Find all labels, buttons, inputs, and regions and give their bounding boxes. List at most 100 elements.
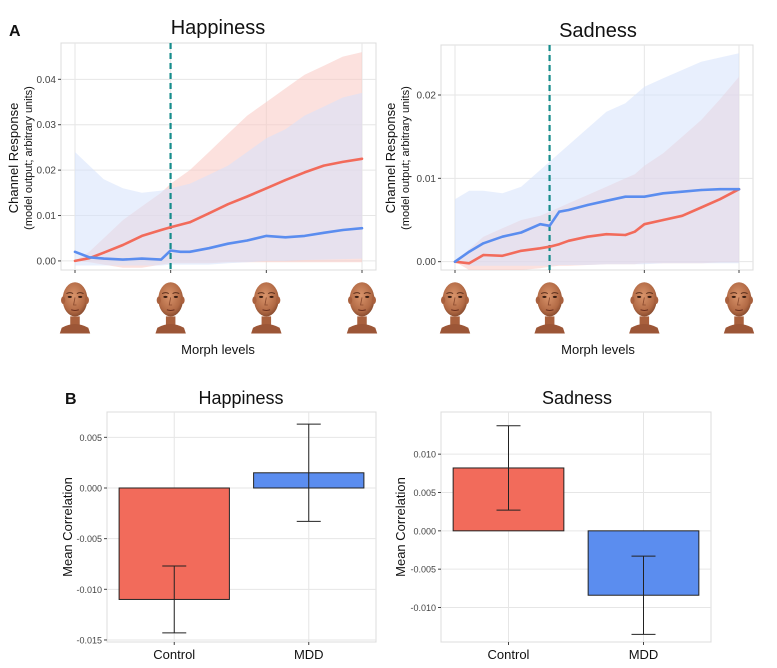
chart-a-happiness-ytick-label: 0.03 xyxy=(37,120,57,131)
chart-a-sadness-red-point xyxy=(548,245,551,248)
chart-a-happiness-red-point xyxy=(303,171,306,174)
chart-a-happiness-red-point xyxy=(341,160,344,164)
chart-a-sadness-red-point xyxy=(539,247,542,250)
chart-a-sadness-blue-line xyxy=(453,187,741,264)
panel-label-b: B xyxy=(65,391,77,408)
chart-a-sadness-blue-point xyxy=(567,208,570,212)
chart-b-happiness-ytick-label: -0.015 xyxy=(76,635,102,645)
chart-a-sadness-blue-point xyxy=(718,188,722,191)
chart-a-happiness-blue-point xyxy=(121,258,125,261)
chart-a-sadness-red-point xyxy=(501,254,504,257)
chart-a-sadness-red-point xyxy=(558,243,561,246)
chart-a-happiness-blue-point xyxy=(102,257,105,260)
chart-a-happiness-red-point xyxy=(226,203,230,206)
chart-a-happiness-red-point xyxy=(140,234,143,238)
chart-a-sadness-blue-point xyxy=(700,188,703,192)
chart-a-happiness: Happiness Channel Response (model output… xyxy=(6,17,378,357)
chart-a-happiness-blue-point xyxy=(226,242,230,245)
chart-a-happiness-blue-point xyxy=(169,249,172,252)
chart-a-sadness-blue-point xyxy=(681,190,684,193)
chart-a-sadness-blue-point xyxy=(468,250,471,253)
panel-label-a: A xyxy=(9,23,21,40)
chart-a-sadness-red-point xyxy=(643,223,646,226)
chart-a-happiness-ytick-label: 0.00 xyxy=(37,256,57,267)
chart-a-happiness-red-point xyxy=(102,251,105,254)
chart-a-sadness-ylabel: Channel Response xyxy=(383,103,398,214)
face-icon xyxy=(250,281,283,334)
chart-a-happiness-blue-point xyxy=(360,227,364,230)
chart-a-happiness-blue-point xyxy=(73,250,77,253)
chart-a-sadness-red-point xyxy=(633,230,636,233)
face-icon xyxy=(154,281,187,334)
chart-a-sadness-blue-point xyxy=(539,223,542,226)
chart-a-sadness-blue-ribbon xyxy=(455,53,739,266)
chart-b-happiness-xtick-label: MDD xyxy=(294,647,324,662)
chart-a-happiness-ytick-label: 0.02 xyxy=(37,166,57,177)
chart-a-sadness-red-point xyxy=(567,239,570,242)
chart-a-sadness-xlabel: Morph levels xyxy=(561,342,635,357)
chart-a-sadness-title: Sadness xyxy=(559,20,637,42)
chart-b-sadness-ytick-label: -0.010 xyxy=(410,603,436,613)
chart-a-happiness-blue-point xyxy=(207,247,211,250)
chart-a-happiness-blue-point xyxy=(246,239,249,242)
chart-a-happiness-xlabel: Morph levels xyxy=(181,342,255,357)
chart-a-sadness-red-point xyxy=(681,214,684,217)
chart-b-sadness-ytick-label: 0.005 xyxy=(413,488,436,498)
chart-b-happiness-title: Happiness xyxy=(198,388,283,408)
chart-a-sadness-ytick-label: 0.01 xyxy=(417,174,437,185)
chart-a-sadness-ytick-label: 0.02 xyxy=(417,91,437,102)
chart-a-sadness-red-point xyxy=(605,233,608,236)
chart-b-sadness-xtick-label: MDD xyxy=(629,647,659,662)
chart-a-sadness-blue-point xyxy=(482,242,485,245)
chart-a-happiness-red-point xyxy=(284,179,287,182)
chart-a-sadness-blue-point xyxy=(548,224,551,227)
chart-a-happiness-blue-point xyxy=(284,236,287,239)
chart-a-sadness-ytick-label: 0.00 xyxy=(417,257,437,268)
chart-a-sadness-blue-point xyxy=(520,231,523,234)
chart-a-happiness-blue-ribbon xyxy=(75,92,362,266)
chart-a-happiness-title: Happiness xyxy=(171,17,266,39)
chart-a-happiness-red-point xyxy=(121,243,125,247)
chart-a-sadness-blue-point xyxy=(453,260,457,263)
face-icon xyxy=(628,281,661,334)
chart-a-sadness-red-point xyxy=(624,233,627,237)
chart-b-happiness-ytick-label: 0.000 xyxy=(79,483,102,493)
chart-a-sadness: Sadness Channel Response (model output; … xyxy=(383,20,755,357)
chart-a-happiness-blue-point xyxy=(322,231,325,234)
chart-a-happiness-red-point xyxy=(188,221,191,224)
chart-a-happiness-ytick-label: 0.04 xyxy=(37,75,57,86)
chart-a-happiness-blue-point xyxy=(179,250,182,253)
chart-a-happiness-red-point xyxy=(169,226,172,229)
chart-a-sadness-blue-point xyxy=(643,195,646,198)
chart-a-sadness-red-point xyxy=(482,253,485,257)
chart-a-happiness-blue-point xyxy=(341,228,344,232)
chart-a-happiness-ylabel-sub: (model output; arbitrary units) xyxy=(23,86,35,230)
face-icon xyxy=(346,281,378,334)
chart-a-happiness-red-point xyxy=(73,259,77,263)
chart-a-sadness-blue-point xyxy=(605,199,608,202)
chart-a-happiness-ytick-label: 0.01 xyxy=(37,211,57,222)
chart-a-happiness-red-point xyxy=(207,212,211,215)
face-icon xyxy=(533,281,566,334)
chart-a-happiness-blue-point xyxy=(88,256,91,259)
chart-a-sadness-blue-point xyxy=(501,235,504,238)
chart-b-happiness-ytick-label: -0.010 xyxy=(76,585,102,595)
chart-b-happiness-ytick-label: -0.005 xyxy=(76,534,102,544)
chart-a-sadness-blue-point xyxy=(586,203,589,207)
chart-a-sadness-red-point xyxy=(718,198,722,201)
chart-a-happiness-blue-line xyxy=(73,226,364,261)
chart-a-sadness-blue-point xyxy=(737,188,741,191)
chart-b-sadness-xtick-label: Control xyxy=(488,647,530,662)
chart-b-sadness-ylabel: Mean Correlation xyxy=(393,477,408,577)
chart-a-happiness-red-point xyxy=(360,157,364,160)
chart-a-happiness-blue-point xyxy=(140,257,143,260)
chart-b-sadness-title: Sadness xyxy=(542,388,612,408)
face-icon xyxy=(723,281,755,334)
face-icon xyxy=(439,281,471,334)
chart-a-sadness-red-point xyxy=(700,206,703,209)
chart-b-sadness-ytick-label: 0.010 xyxy=(413,450,436,460)
chart-a-sadness-red-point xyxy=(662,218,665,222)
chart-b-happiness-xtick-label: Control xyxy=(153,647,195,662)
chart-a-happiness-blue-point xyxy=(160,258,163,261)
